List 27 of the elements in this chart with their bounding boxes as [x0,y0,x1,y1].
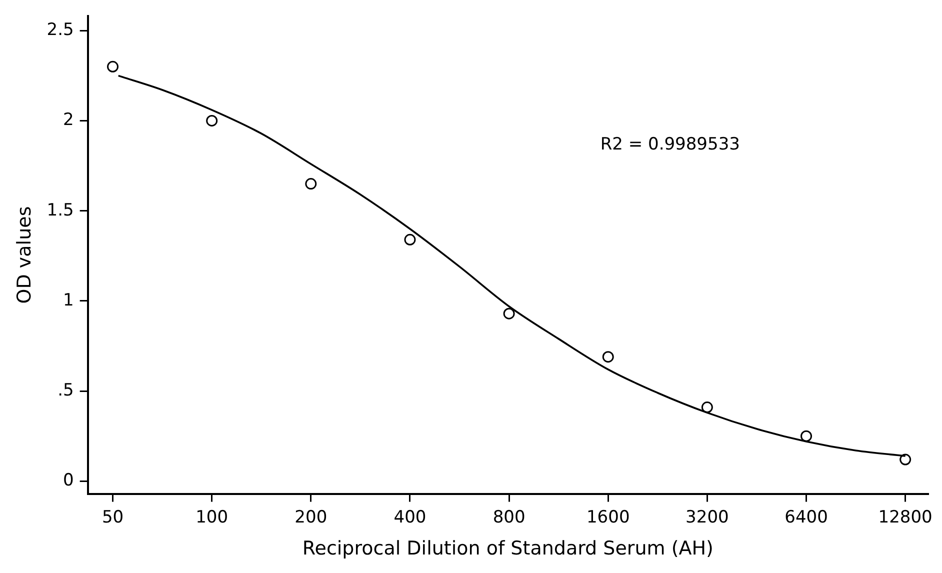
y-tick-label: 1 [63,290,74,310]
x-tick-label: 50 [102,507,124,528]
point [107,60,119,72]
point [305,178,317,190]
point [701,402,713,414]
x-tick-label: 3200 [686,507,729,528]
x-axis-title: Reciprocal Dilution of Standard Serum (AH) [302,538,714,560]
x-tick-label: 100 [196,507,228,528]
y-tick-label: 1.5 [46,200,74,220]
x-tick-label: 12800 [878,507,932,528]
point [404,234,416,246]
x-tick-label: 200 [294,507,328,528]
x-tick-label: 800 [492,507,526,528]
y-tick-label: 2.5 [46,20,74,40]
annotation: R2 = 0.9989533 [600,134,740,155]
x-tick-label: 400 [394,507,426,528]
y-tick-label: 2 [63,110,74,130]
point [602,351,614,363]
point [800,430,812,442]
x-tick-label: 1600 [586,507,630,528]
point [900,454,912,466]
x-tick-label: 6400 [784,507,828,528]
y-tick-label: 0 [63,470,74,491]
point [206,114,218,126]
y-tick-label: .5 [58,380,74,400]
y-axis-title: OD values [13,206,36,304]
point [503,308,515,320]
